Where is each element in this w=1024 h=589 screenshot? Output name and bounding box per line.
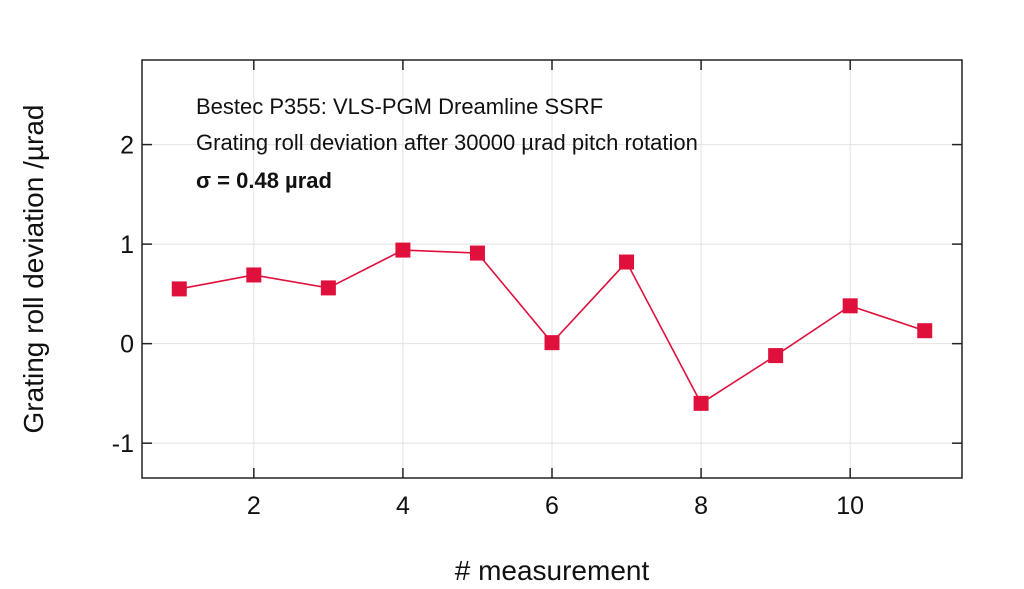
plot-frame: [141, 59, 963, 479]
annotation-1: Bestec P355: VLS-PGM Dreamline SSRF: [196, 94, 603, 119]
grid: [142, 60, 962, 478]
data-point: [320, 280, 336, 296]
y-tick-label: 1: [120, 231, 134, 259]
data-point: [171, 281, 187, 297]
data-point: [768, 348, 784, 364]
series: [171, 242, 933, 411]
data-point: [246, 267, 262, 283]
x-tick-label: 10: [836, 492, 864, 520]
data-point: [395, 242, 411, 258]
tick-marks: [142, 60, 962, 478]
y-tick-label: -1: [112, 430, 134, 458]
tick-labels: 2 4 6 8 10 -1 0 1 2: [112, 132, 864, 520]
data-point: [469, 245, 485, 261]
data-point: [619, 254, 635, 270]
annotation-3: σ = 0.48 µrad: [196, 168, 332, 193]
y-tick-label: 0: [120, 331, 134, 359]
y-tick-label: 2: [120, 132, 134, 160]
x-tick-label: 4: [396, 492, 410, 520]
data-point: [544, 335, 560, 351]
data-point: [842, 298, 858, 314]
data-point: [693, 395, 709, 411]
x-tick-label: 6: [545, 492, 559, 520]
x-tick-label: 2: [247, 492, 261, 520]
x-tick-label: 8: [694, 492, 708, 520]
y-axis-title: Grating roll deviation /µrad: [18, 105, 49, 434]
data-point: [917, 323, 933, 339]
annotation-2: Grating roll deviation after 30000 µrad …: [196, 130, 698, 155]
x-axis-title: # measurement: [455, 555, 650, 586]
